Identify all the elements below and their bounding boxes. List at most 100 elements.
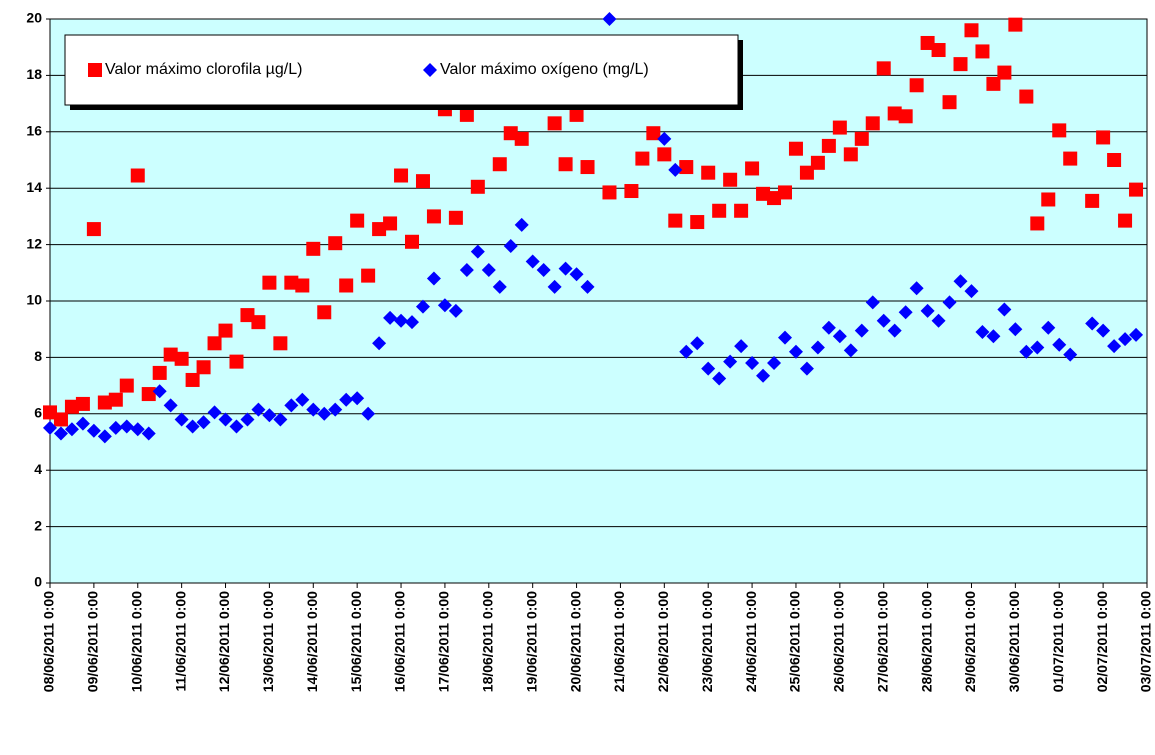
point xyxy=(964,23,979,38)
legend-marker xyxy=(88,63,102,77)
point xyxy=(799,165,814,180)
x-tick-label: 16/06/2011 0:00 xyxy=(392,591,408,692)
x-tick-label: 11/06/2011 0:00 xyxy=(172,591,188,692)
point xyxy=(690,336,705,351)
y-tick-label: 8 xyxy=(34,348,42,364)
point xyxy=(514,131,529,146)
point xyxy=(810,155,825,170)
point xyxy=(580,279,595,294)
point xyxy=(657,131,672,146)
point xyxy=(251,315,266,330)
point xyxy=(503,126,518,141)
point xyxy=(240,412,255,427)
point xyxy=(152,365,167,380)
point xyxy=(119,378,134,393)
point xyxy=(843,147,858,162)
point xyxy=(953,274,968,289)
x-tick-label: 10/06/2011 0:00 xyxy=(128,591,144,692)
point xyxy=(1107,153,1122,167)
point xyxy=(317,305,332,320)
point xyxy=(64,422,79,437)
point xyxy=(920,35,935,50)
x-tick-label: 08/06/2011 0:00 xyxy=(41,591,57,692)
point xyxy=(1107,339,1122,354)
point xyxy=(1118,213,1133,228)
point xyxy=(372,222,387,237)
plot-border xyxy=(49,18,1148,584)
point xyxy=(536,262,551,277)
point xyxy=(273,336,288,351)
y-tick-label: 6 xyxy=(34,405,42,421)
point xyxy=(810,340,825,355)
y-tick-label: 4 xyxy=(34,461,42,477)
point xyxy=(745,356,760,371)
x-tick-label: 12/06/2011 0:00 xyxy=(216,591,232,692)
legend-label: Valor máximo oxígeno (mg/L) xyxy=(440,61,649,78)
point xyxy=(240,308,255,323)
point xyxy=(251,402,266,417)
point xyxy=(679,344,694,359)
point xyxy=(690,215,705,230)
point xyxy=(931,43,946,58)
x-tick-label: 09/06/2011 0:00 xyxy=(85,591,101,692)
point xyxy=(898,109,913,124)
point xyxy=(569,107,584,122)
point xyxy=(854,131,869,146)
y-tick-label: 0 xyxy=(34,574,42,590)
point xyxy=(284,398,299,413)
point xyxy=(558,261,573,276)
x-tick-label: 01/07/2011 0:00 xyxy=(1050,591,1066,692)
point xyxy=(514,217,529,232)
point xyxy=(1041,192,1056,207)
point xyxy=(43,420,57,435)
point xyxy=(1129,182,1144,197)
point xyxy=(448,210,463,225)
point xyxy=(1041,320,1056,335)
point xyxy=(196,415,211,430)
point xyxy=(756,368,771,383)
point xyxy=(821,320,836,335)
point xyxy=(426,209,441,224)
point xyxy=(854,323,869,338)
point xyxy=(383,216,398,231)
point xyxy=(196,360,211,375)
point xyxy=(777,330,792,345)
point xyxy=(712,203,727,218)
point xyxy=(569,267,584,282)
point xyxy=(119,419,134,434)
point xyxy=(448,303,463,318)
point xyxy=(1085,193,1100,208)
point xyxy=(503,239,518,254)
point xyxy=(788,141,803,156)
point xyxy=(821,138,836,153)
x-tick-label: 22/06/2011 0:00 xyxy=(655,591,671,692)
point xyxy=(481,262,496,277)
point xyxy=(1096,130,1111,145)
point xyxy=(372,336,387,351)
x-tick-label: 18/06/2011 0:00 xyxy=(480,591,496,692)
point xyxy=(975,44,990,59)
point xyxy=(525,254,540,269)
point xyxy=(1052,123,1067,138)
point xyxy=(218,323,233,338)
point xyxy=(185,419,200,434)
point xyxy=(174,412,189,427)
point xyxy=(602,185,617,200)
x-tick-label: 13/06/2011 0:00 xyxy=(260,591,276,692)
x-tick-label: 03/07/2011 0:00 xyxy=(1138,591,1154,692)
point xyxy=(712,371,727,386)
point xyxy=(986,76,1001,91)
point xyxy=(668,162,683,177)
point xyxy=(339,278,354,293)
x-tick-label: 20/06/2011 0:00 xyxy=(567,591,583,692)
x-tick-label: 24/06/2011 0:00 xyxy=(743,591,759,692)
point xyxy=(953,57,968,72)
point xyxy=(767,356,782,371)
point xyxy=(152,384,167,399)
point xyxy=(909,281,924,296)
point xyxy=(415,174,430,189)
point xyxy=(942,95,957,110)
point xyxy=(437,298,452,313)
